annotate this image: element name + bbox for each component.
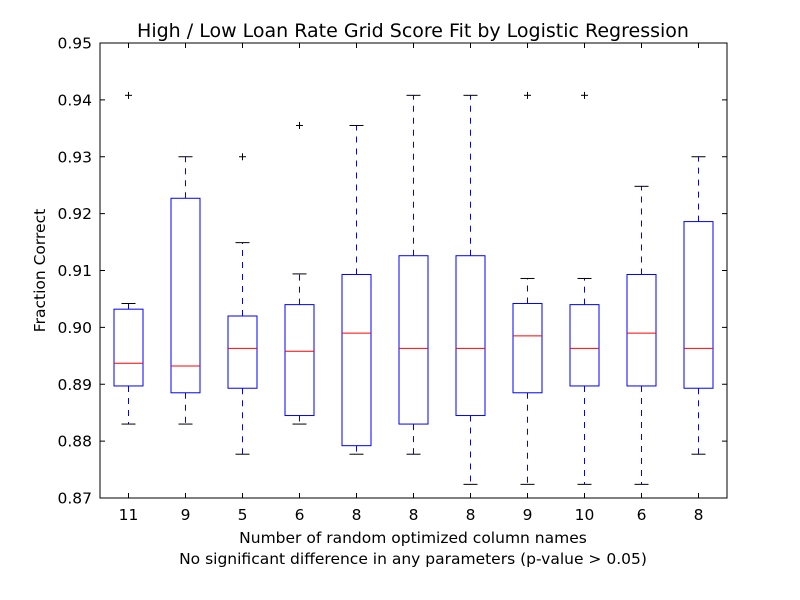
box-group xyxy=(455,94,486,485)
box-group xyxy=(227,153,258,455)
y-tick-label: 0.87 xyxy=(57,490,92,508)
box-group xyxy=(398,94,429,455)
x-tick-label: 10 xyxy=(575,506,595,524)
outlier-marker xyxy=(581,91,588,99)
box-group xyxy=(626,185,657,485)
box xyxy=(284,304,315,417)
x-tick-label: 8 xyxy=(352,506,362,524)
y-tick-label: 0.89 xyxy=(57,376,92,394)
box-group xyxy=(341,124,372,455)
x-tick-label: 8 xyxy=(694,506,704,524)
x-axis-label-line1: Number of random optimized column names xyxy=(239,529,587,547)
box xyxy=(398,255,429,425)
y-tick-label: 0.93 xyxy=(57,148,92,166)
x-tick-label: 6 xyxy=(295,506,305,524)
y-tick-label: 0.95 xyxy=(57,35,92,53)
x-tick-label: 11 xyxy=(119,506,139,524)
y-axis-label: Fraction Correct xyxy=(31,209,49,332)
box xyxy=(569,304,600,387)
box-group xyxy=(113,91,144,425)
box xyxy=(113,308,144,387)
x-tick-label: 6 xyxy=(637,506,647,524)
y-tick-label: 0.94 xyxy=(57,91,92,109)
box xyxy=(455,255,486,417)
outlier-marker xyxy=(125,91,132,99)
box xyxy=(227,315,258,389)
y-tick-label: 0.90 xyxy=(57,319,92,337)
box-group xyxy=(512,91,543,485)
box xyxy=(341,273,372,447)
box xyxy=(170,197,201,394)
box xyxy=(683,221,714,389)
axes-frame xyxy=(99,42,728,499)
box xyxy=(512,302,543,394)
box-group xyxy=(683,156,714,455)
box-group xyxy=(284,121,315,425)
x-tick-label: 5 xyxy=(238,506,248,524)
x-tick-label: 8 xyxy=(409,506,419,524)
outlier-marker xyxy=(239,153,246,161)
x-tick-label: 9 xyxy=(523,506,533,524)
box-group xyxy=(170,156,201,425)
y-tick-label: 0.91 xyxy=(57,262,92,280)
plot-area xyxy=(100,42,727,499)
outlier-marker xyxy=(524,91,531,99)
y-tick-label: 0.92 xyxy=(57,205,92,223)
box xyxy=(626,273,657,387)
x-tick-label: 8 xyxy=(466,506,476,524)
outlier-marker xyxy=(296,121,303,129)
x-axis-label-line2: No significant difference in any paramet… xyxy=(179,550,647,568)
chart-title: High / Low Loan Rate Grid Score Fit by L… xyxy=(137,20,689,42)
x-tick-label: 9 xyxy=(181,506,191,524)
box-group xyxy=(569,91,600,485)
y-tick-label: 0.88 xyxy=(57,433,92,451)
